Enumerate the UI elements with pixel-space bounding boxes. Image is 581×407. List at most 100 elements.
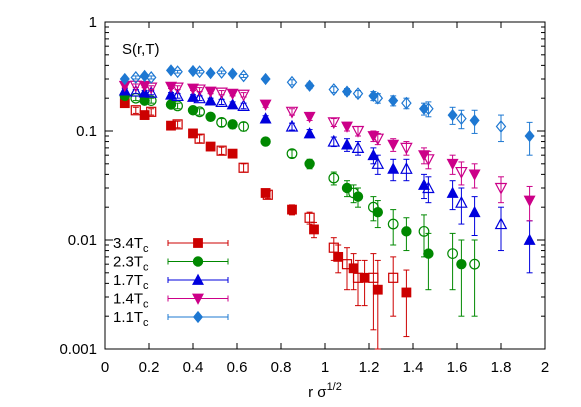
- data-point: [194, 133, 205, 144]
- data-point: [456, 112, 467, 126]
- data-point: [303, 111, 316, 124]
- data-point: [418, 225, 430, 237]
- data-point: [400, 162, 413, 174]
- data-point: [165, 64, 177, 77]
- data-point: [259, 99, 272, 111]
- data-point: [145, 95, 157, 107]
- data-point: [368, 89, 379, 103]
- data-point: [187, 64, 199, 78]
- data-point: [204, 86, 217, 98]
- data-point: [165, 99, 177, 110]
- data-point: [285, 119, 299, 132]
- data-point: [303, 127, 316, 139]
- legend-marker: [192, 273, 204, 285]
- data-point: [304, 158, 315, 170]
- y-tick-label: 1: [89, 14, 97, 31]
- data-point: [341, 85, 353, 98]
- x-tick-label: 0.6: [227, 359, 248, 376]
- data-point: [359, 272, 370, 283]
- data-point: [259, 112, 272, 124]
- data-point: [401, 226, 412, 237]
- data-point: [341, 138, 353, 150]
- data-point: [216, 116, 228, 128]
- data-point: [371, 133, 385, 146]
- legend-label: 2.3Tc: [113, 254, 149, 274]
- data-point: [400, 142, 413, 155]
- data-point: [166, 120, 176, 131]
- data-point: [447, 248, 459, 260]
- data-point: [194, 65, 205, 79]
- data-point: [388, 272, 399, 283]
- data-point: [304, 212, 315, 223]
- y-axis: 0.001 0.01 0.1 1: [59, 14, 545, 358]
- data-point: [456, 258, 467, 270]
- data-point: [446, 158, 459, 171]
- data-point: [352, 87, 364, 101]
- data-point: [130, 70, 142, 84]
- data-point: [287, 204, 297, 215]
- data-point: [388, 94, 399, 107]
- data-point: [260, 188, 271, 198]
- legend-marker: [192, 256, 204, 267]
- data-point: [352, 191, 364, 202]
- data-point: [495, 120, 507, 133]
- legend-label: 1.1Tc: [113, 309, 149, 329]
- data-point: [146, 106, 157, 117]
- x-axis-label: r σ1/2: [308, 381, 342, 401]
- data-point: [422, 181, 435, 194]
- data-point: [260, 72, 271, 86]
- data-point: [205, 66, 216, 80]
- data-point: [455, 195, 468, 208]
- data-point: [468, 169, 481, 181]
- data-point: [372, 206, 384, 218]
- legend-marker: [192, 293, 204, 305]
- data-point: [227, 119, 238, 130]
- data-point: [327, 134, 341, 147]
- x-tick-label: 1.2: [359, 359, 380, 376]
- x-tick-label: 1.8: [491, 359, 512, 376]
- data-point: [145, 70, 157, 84]
- data-point: [447, 108, 458, 122]
- data-point: [446, 186, 459, 198]
- series-2: [118, 84, 536, 274]
- data-point: [237, 99, 250, 111]
- data-point: [304, 79, 315, 92]
- data-point: [423, 248, 434, 259]
- data-point: [226, 98, 239, 110]
- x-tick-label: 0.8: [271, 359, 292, 376]
- x-tick-label: 0.2: [139, 359, 160, 376]
- data-point: [226, 88, 239, 101]
- data-point: [348, 263, 359, 274]
- data-point: [401, 287, 412, 298]
- plot-annotation: S(r,T): [122, 41, 160, 58]
- data-point: [328, 83, 340, 97]
- data-point: [494, 182, 508, 195]
- x-axis: 0 0.2 0.4 0.6 0.8 1 1.2 1.4 1.6 1.8 2: [101, 22, 549, 376]
- legend-marker: [192, 310, 204, 324]
- x-tick-label: 1.4: [403, 359, 424, 376]
- data-point: [260, 136, 271, 147]
- data-point: [351, 125, 365, 138]
- data-point: [494, 217, 508, 230]
- y-tick-label: 0.001: [59, 341, 97, 358]
- data-point: [372, 91, 384, 105]
- series-1: [119, 90, 481, 317]
- data-point: [387, 162, 400, 174]
- data-point: [523, 233, 536, 245]
- legend-label: 3.4Tc: [113, 235, 149, 255]
- y-tick-label: 0.01: [68, 232, 97, 249]
- data-point: [401, 96, 412, 110]
- data-point: [139, 110, 150, 120]
- data-point: [455, 166, 468, 179]
- data-point: [286, 148, 298, 160]
- data-point: [333, 251, 344, 262]
- data-point: [422, 154, 435, 167]
- data-point: [194, 106, 206, 118]
- legend-label: 1.7Tc: [113, 272, 149, 292]
- data-point: [216, 65, 227, 79]
- data-point: [129, 84, 143, 97]
- data-point: [469, 258, 481, 270]
- data-point: [372, 284, 383, 295]
- data-point: [523, 195, 536, 207]
